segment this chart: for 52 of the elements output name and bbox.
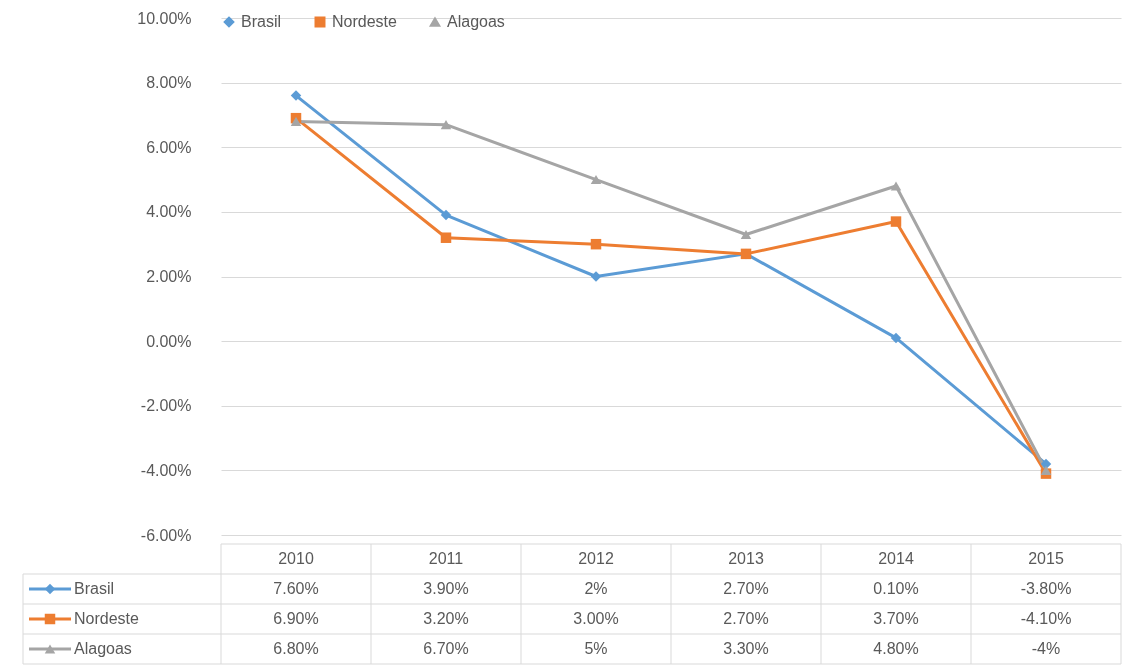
data-label: 2.70% xyxy=(723,610,769,627)
x-tick-label: 2015 xyxy=(1028,550,1064,567)
data-label: -4.10% xyxy=(1020,610,1072,627)
point xyxy=(290,116,302,126)
data-label: 6.70% xyxy=(423,640,469,657)
data-label: 3.30% xyxy=(723,640,769,657)
legend-label: Brasil xyxy=(241,13,282,30)
y-tick-label: 8.00% xyxy=(146,74,192,92)
y-tick-label: -2.00% xyxy=(140,397,192,415)
x-tick-label: 2014 xyxy=(878,550,914,567)
data-label: 6.80% xyxy=(273,640,319,657)
text: Nordeste xyxy=(74,610,139,627)
data-label: 6.90% xyxy=(273,610,319,627)
legend-label: Alagoas xyxy=(447,13,505,30)
point xyxy=(590,175,602,185)
data-label: 3.70% xyxy=(873,610,919,627)
data-label: 4.80% xyxy=(873,640,919,657)
x-tick-label: 2011 xyxy=(428,550,464,567)
point xyxy=(590,271,602,282)
point xyxy=(740,229,752,240)
data-label: 2.70% xyxy=(723,580,769,597)
text: Brasil xyxy=(74,580,115,597)
data-label: 3.20% xyxy=(423,610,469,627)
data-label: 7.60% xyxy=(273,580,319,597)
data-label: 2% xyxy=(584,580,608,597)
y-tick-label: 10.00% xyxy=(137,9,192,27)
text: Alagoas xyxy=(74,640,132,657)
y-tick-label: 0.00% xyxy=(146,332,192,350)
x-tick-label: 2013 xyxy=(728,550,764,567)
legend-label: Nordeste xyxy=(332,13,398,30)
point xyxy=(890,332,902,344)
data-label: -4% xyxy=(1031,640,1061,657)
point xyxy=(1040,465,1052,475)
x-tick-label: 2012 xyxy=(578,550,614,567)
y-tick-label: 6.00% xyxy=(146,138,192,156)
y-tick-label: -4.00% xyxy=(140,461,192,479)
point xyxy=(890,216,902,227)
y-tick-label: -6.00% xyxy=(140,526,192,544)
y-tick-label: 2.00% xyxy=(146,268,192,285)
point xyxy=(290,90,302,101)
point xyxy=(440,232,452,243)
y-tick-label: 4.00% xyxy=(146,203,192,221)
point xyxy=(890,181,902,191)
data-label: 3.00% xyxy=(573,610,619,627)
point xyxy=(440,209,452,221)
data-label: -3.80% xyxy=(1020,580,1072,597)
x-tick-label: 2010 xyxy=(278,550,314,567)
data-label: 5% xyxy=(584,640,608,657)
data-label: 3.90% xyxy=(423,580,469,597)
data-label: 0.10% xyxy=(873,580,919,597)
point xyxy=(590,238,602,250)
point xyxy=(440,120,452,130)
